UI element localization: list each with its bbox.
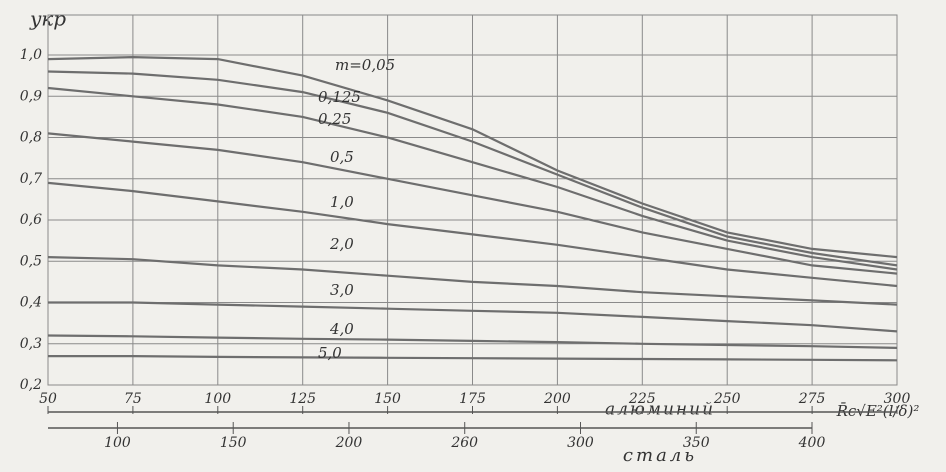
formula: R̄c√E²(l/δ)² <box>836 402 920 420</box>
x-axis-title: алюминий <box>605 400 715 420</box>
x-tick-label: 200 <box>543 391 571 407</box>
curve <box>48 355 898 362</box>
x-tick-label: 225 <box>628 391 656 407</box>
y-tick-label: 0,3 <box>20 336 42 352</box>
y-tick-label: 1,0 <box>20 47 42 63</box>
x-tick-label: 275 <box>798 391 826 407</box>
x2-axis-title: сталь <box>623 445 697 466</box>
curve <box>47 256 898 306</box>
curve-label: m=0,05 <box>335 56 395 74</box>
curve <box>47 181 898 288</box>
curve <box>47 334 898 349</box>
y-tick-label: 0,5 <box>20 253 42 269</box>
x2-tick-label: 260 <box>450 435 478 451</box>
x-tick-label: 150 <box>374 391 401 407</box>
x-tick-label: 125 <box>289 391 316 407</box>
x-tick-label: 100 <box>204 391 231 407</box>
curve-label: 0,5 <box>330 148 354 166</box>
x-tick-label: 75 <box>124 391 142 407</box>
curve-label: 1,0 <box>330 193 354 211</box>
curve-label: 0,125 <box>318 88 361 106</box>
curve-label: 2,0 <box>329 235 354 253</box>
curve-label: 3,0 <box>330 281 354 299</box>
curve <box>47 86 898 271</box>
y-tick-label: 0,4 <box>20 295 42 311</box>
y-tick-label: 0,9 <box>20 88 42 104</box>
x-tick-label: 250 <box>713 391 741 407</box>
x2-tick-label: 400 <box>798 435 826 451</box>
x2-tick-label: 300 <box>567 435 594 451</box>
x2-tick-label: 350 <box>683 435 710 451</box>
x-tick-label: 175 <box>459 391 486 407</box>
curve-label: 0,25 <box>318 110 351 128</box>
y-tick-label: 0,2 <box>20 377 42 393</box>
x2-tick-label: 150 <box>220 435 247 451</box>
curve <box>47 132 898 275</box>
y-tick-label: 0,6 <box>20 212 42 228</box>
curve <box>48 301 898 333</box>
curve <box>47 55 898 259</box>
curve-label: 5,0 <box>318 344 342 362</box>
y-tick-label: 0,8 <box>20 130 42 146</box>
curve <box>47 70 898 267</box>
x-tick-label: 50 <box>39 391 57 407</box>
curve-label: 4,0 <box>329 320 354 338</box>
x2-tick-label: 100 <box>104 435 131 451</box>
x2-tick-label: 200 <box>335 435 363 451</box>
y-tick-label: 0,7 <box>20 171 42 187</box>
x-tick-label: 300 <box>884 391 911 407</box>
